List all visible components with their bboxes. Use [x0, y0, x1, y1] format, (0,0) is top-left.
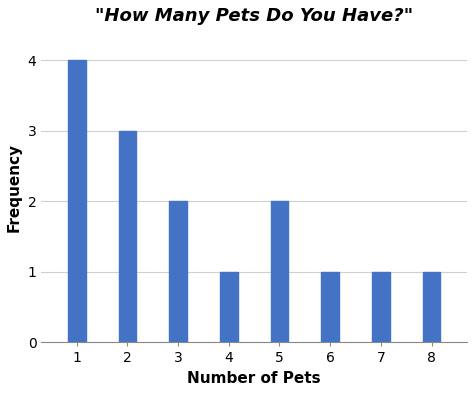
- Bar: [118, 131, 137, 342]
- Title: "How Many Pets Do You Have?": "How Many Pets Do You Have?": [95, 7, 413, 25]
- Bar: [68, 60, 86, 342]
- Bar: [169, 201, 187, 342]
- Bar: [372, 272, 390, 342]
- Y-axis label: Frequency: Frequency: [7, 143, 22, 232]
- Bar: [271, 201, 288, 342]
- Bar: [220, 272, 237, 342]
- Bar: [321, 272, 339, 342]
- X-axis label: Number of Pets: Number of Pets: [187, 371, 321, 386]
- Bar: [423, 272, 440, 342]
